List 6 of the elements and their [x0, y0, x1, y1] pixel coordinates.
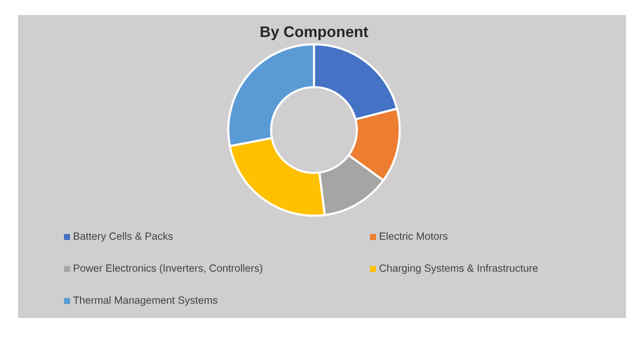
legend-label: Power Electronics (Inverters, Controllers) — [74, 264, 262, 274]
legend-label: Electric Motors — [380, 232, 448, 240]
legend-label: Battery Cells & Packs — [74, 232, 173, 242]
legend-label: Charging Systems & Infrastructure — [380, 264, 538, 274]
chart-title: By Component — [260, 26, 368, 40]
legend-label: Thermal Management Systems — [73, 296, 218, 306]
